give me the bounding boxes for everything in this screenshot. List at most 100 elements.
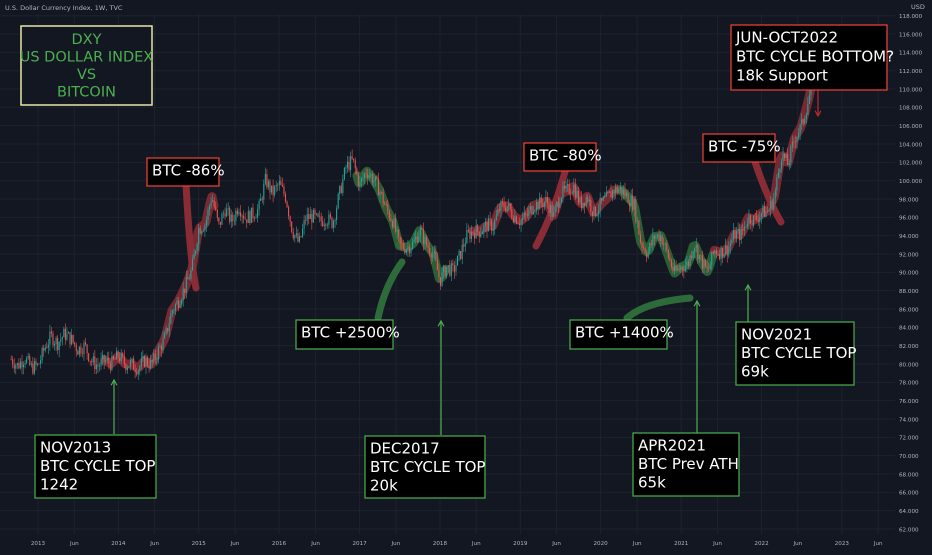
candle-body bbox=[15, 365, 17, 369]
candle-body bbox=[494, 220, 496, 230]
candle-body bbox=[148, 365, 150, 369]
candle-body bbox=[753, 215, 755, 226]
candle-body bbox=[222, 213, 225, 215]
annotation-text: BTC CYCLE BOTTOM? bbox=[736, 48, 894, 66]
candle-body bbox=[481, 232, 483, 235]
candle-body bbox=[656, 234, 659, 237]
symbol-title[interactable]: U.S. Dollar Currency Index, 1W, TVC bbox=[5, 4, 123, 12]
candle-body bbox=[145, 357, 147, 367]
candle-body bbox=[362, 177, 364, 179]
candle-body bbox=[18, 363, 20, 369]
candle-body bbox=[773, 198, 775, 209]
candle-body bbox=[160, 346, 163, 351]
candle-body bbox=[636, 220, 638, 222]
candle-body bbox=[624, 189, 626, 197]
candle-body bbox=[177, 300, 180, 308]
candle-body bbox=[427, 245, 429, 248]
candle-body bbox=[30, 363, 32, 365]
candle-body bbox=[422, 229, 424, 245]
x-tick-label: 2014 bbox=[111, 541, 126, 547]
candle-body bbox=[593, 206, 595, 217]
x-tick-label: Jun bbox=[149, 541, 159, 547]
candle-body bbox=[754, 215, 756, 217]
candle-body bbox=[13, 364, 15, 369]
candle-body bbox=[238, 212, 240, 215]
candle-body bbox=[188, 278, 190, 280]
candle-body bbox=[528, 209, 530, 216]
candle-body bbox=[463, 244, 465, 247]
candle-body bbox=[611, 190, 614, 198]
candle-body bbox=[587, 197, 589, 202]
candle-body bbox=[345, 167, 347, 169]
annotation-text: BTC Prev ATH bbox=[638, 455, 739, 473]
candle-body bbox=[666, 243, 668, 251]
candle-body bbox=[246, 219, 248, 223]
candle-body bbox=[164, 333, 166, 339]
candle-body bbox=[433, 251, 435, 253]
candle-body bbox=[785, 154, 787, 159]
x-tick-label: 2022 bbox=[754, 541, 768, 547]
candle-body bbox=[787, 154, 789, 165]
candle-body bbox=[204, 225, 206, 231]
candle-body bbox=[367, 174, 369, 178]
candle-body bbox=[804, 118, 806, 124]
candle-body bbox=[672, 266, 674, 271]
candle-body bbox=[585, 197, 587, 207]
candle-body bbox=[360, 178, 362, 182]
candle-body bbox=[584, 202, 586, 207]
candle-body bbox=[219, 221, 221, 225]
candle-body bbox=[543, 202, 545, 207]
x-tick-label: Jun bbox=[391, 541, 401, 547]
candle-body bbox=[573, 184, 575, 193]
candle-body bbox=[84, 342, 87, 345]
candle-body bbox=[652, 235, 654, 245]
candle-body bbox=[706, 266, 708, 269]
candle-body bbox=[331, 217, 333, 228]
candle-body bbox=[596, 214, 598, 217]
candle-body bbox=[36, 363, 39, 365]
candle-body bbox=[92, 356, 94, 363]
arrow-head bbox=[744, 283, 752, 291]
annotation-text: 65k bbox=[638, 474, 666, 492]
candle-body bbox=[692, 251, 694, 258]
candle-body bbox=[768, 209, 770, 212]
candle-body bbox=[301, 228, 304, 237]
candle-body bbox=[791, 141, 793, 147]
y-tick-label: 82.000 bbox=[899, 344, 919, 350]
candle-body bbox=[363, 173, 366, 178]
candle-body bbox=[401, 243, 403, 245]
candle-body bbox=[766, 211, 769, 212]
candle-body bbox=[224, 213, 226, 217]
candle-body bbox=[266, 174, 268, 188]
candle-body bbox=[171, 310, 173, 314]
candle-body bbox=[425, 236, 428, 246]
candle-body bbox=[498, 209, 500, 211]
candle-body bbox=[233, 220, 235, 222]
candle-body bbox=[267, 181, 269, 188]
candle-body bbox=[229, 207, 231, 222]
time-axis[interactable]: 2013 Jun 2014 Jun 2015 Jun 2016 Jun 2017 Jun 2018 J… bbox=[31, 541, 883, 547]
annotation-text: DEC2017 bbox=[370, 440, 440, 458]
candle-body bbox=[801, 119, 803, 125]
candle-body bbox=[571, 192, 573, 194]
candle-body bbox=[554, 206, 556, 212]
candle-body bbox=[622, 189, 624, 195]
x-tick-label: Jun bbox=[230, 541, 240, 547]
candle-body bbox=[208, 205, 211, 210]
candle-body bbox=[71, 334, 73, 345]
candle-body bbox=[95, 364, 97, 370]
candle-body bbox=[704, 259, 707, 267]
candle-body bbox=[32, 363, 34, 374]
candle-body bbox=[484, 221, 486, 226]
candle-body bbox=[215, 206, 217, 210]
candle-body bbox=[329, 214, 331, 218]
annotation-box-frame bbox=[735, 321, 855, 386]
price-axis[interactable]: 62.000 64.000 66.000 68.000 70.000 72.000 74.0… bbox=[899, 14, 923, 533]
candle-body bbox=[537, 202, 539, 210]
candle-body bbox=[284, 194, 287, 202]
candle-body bbox=[227, 207, 229, 209]
candle-body bbox=[236, 210, 238, 215]
candle-body bbox=[140, 358, 142, 367]
candle-body bbox=[129, 360, 132, 367]
